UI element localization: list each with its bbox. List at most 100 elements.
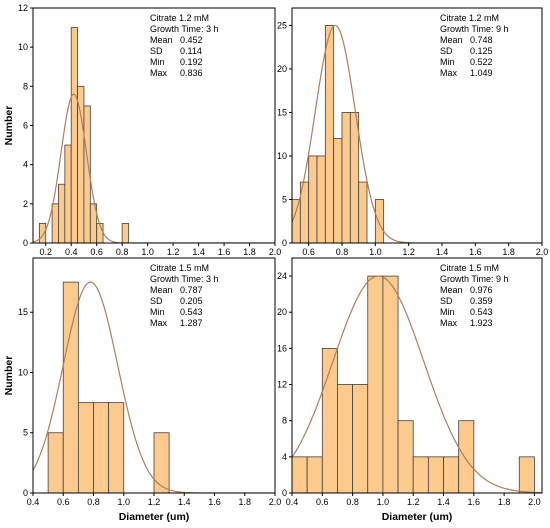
x-tick-label: 1.8 xyxy=(238,497,251,507)
histogram-bar xyxy=(306,456,323,494)
histogram-bar xyxy=(291,199,301,244)
stat-value: 0.125 xyxy=(470,46,493,56)
y-tick-label: 8 xyxy=(23,81,28,91)
stat-label: SD xyxy=(150,296,163,306)
x-tick-label: 1.8 xyxy=(502,247,515,257)
histogram-bar xyxy=(412,456,429,494)
panel-bottom-right: 0.4 0.6 0.8 1.0 1.2 1.4 1.6 1.8 2.0 0 4 8 12 16 20 24 Di… xyxy=(277,257,543,523)
y-tick-label: 0 xyxy=(23,488,28,498)
histogram-bar xyxy=(121,223,129,244)
histogram-bar xyxy=(47,432,64,494)
x-axis-label: Diameter (um) xyxy=(119,511,190,523)
x-tick-label: 1.4 xyxy=(437,497,450,507)
x-tick-label: 0.4 xyxy=(286,497,299,507)
annotation-line: Growth Time: 9 h xyxy=(440,274,509,284)
x-tick-label: 1.2 xyxy=(148,497,161,507)
x-tick-label: 1.2 xyxy=(407,497,420,507)
stat-value: 0.976 xyxy=(470,285,493,295)
annotation-line: Citrate 1.2 mM xyxy=(440,13,499,23)
panel-top-left: 0.2 0.4 0.6 0.8 1.0 1.2 1.4 1.6 1.8 2.0 0 2 4 6 8 10 12 N… xyxy=(3,3,281,257)
axes-frame xyxy=(291,7,543,244)
stat-label: Mean xyxy=(440,285,463,295)
x-tick-label: 0.6 xyxy=(316,497,329,507)
x-tick-label: 1.4 xyxy=(178,497,191,507)
x-tick-label: 0.4 xyxy=(27,497,40,507)
stat-label: SD xyxy=(150,46,163,56)
stat-label: SD xyxy=(440,46,453,56)
histogram-bar xyxy=(397,420,414,494)
x-tick-label: 2.0 xyxy=(528,497,541,507)
stat-label: Max xyxy=(150,68,168,78)
stat-value: 0.114 xyxy=(180,46,202,56)
y-tick-label: 25 xyxy=(277,20,287,30)
x-tick-label: 0.8 xyxy=(116,247,129,257)
stat-label: Min xyxy=(150,57,165,67)
x-tick-label: 1.8 xyxy=(243,247,256,257)
x-tick-label: 1.6 xyxy=(208,497,221,507)
x-tick-label: 1.6 xyxy=(469,247,482,257)
y-tick-label: 20 xyxy=(277,64,287,74)
x-tick-label: 1.2 xyxy=(402,247,415,257)
stat-value: 0.522 xyxy=(470,57,493,67)
y-tick-label: 15 xyxy=(18,307,28,317)
y-tick-label: 8 xyxy=(282,416,287,426)
x-tick-label: 0.4 xyxy=(65,247,78,257)
y-tick-label: 12 xyxy=(277,380,287,390)
histogram-bar xyxy=(38,223,47,244)
x-tick-label: 1.4 xyxy=(192,247,205,257)
histogram-bar xyxy=(62,281,79,494)
x-tick-label: 0.6 xyxy=(302,247,315,257)
histogram-bar xyxy=(64,144,72,244)
x-axis-label: Diameter (um) xyxy=(382,511,453,523)
y-tick-label: 5 xyxy=(282,194,287,204)
x-tick-label: 2.0 xyxy=(536,247,549,257)
axes-frame xyxy=(291,257,543,494)
stat-value: 0.192 xyxy=(180,57,203,67)
gaussian-fit-curve xyxy=(33,93,275,243)
stat-value: 0.748 xyxy=(470,35,493,45)
histogram-bar xyxy=(382,275,399,494)
annotation-line: Growth Time: 3 h xyxy=(150,24,219,34)
histogram-bar xyxy=(427,456,444,494)
x-tick-label: 0.8 xyxy=(87,497,100,507)
annotation-line: Citrate 1.5 mM xyxy=(150,263,209,273)
histogram-bar xyxy=(291,456,308,494)
y-tick-label: 10 xyxy=(277,151,287,161)
histogram-bar xyxy=(77,85,85,244)
histogram-bar xyxy=(308,155,318,244)
stat-label: Max xyxy=(440,68,458,78)
annotation-line: Growth Time: 9 h xyxy=(440,24,509,34)
histogram-bar xyxy=(333,138,343,244)
annotation-line: Citrate 1.5 mM xyxy=(440,263,499,273)
stat-value: 0.452 xyxy=(180,35,203,45)
y-tick-label: 10 xyxy=(18,42,28,52)
y-tick-label: 0 xyxy=(282,488,287,498)
histogram-bar xyxy=(51,203,59,244)
x-tick-label: 1.2 xyxy=(167,247,180,257)
stat-value: 1.049 xyxy=(470,68,493,78)
x-tick-label: 1.0 xyxy=(141,247,154,257)
stat-value: 0.543 xyxy=(470,307,493,317)
x-tick-label: 1.4 xyxy=(436,247,449,257)
x-tick-label: 1.8 xyxy=(498,497,511,507)
stat-label: Mean xyxy=(440,35,463,45)
stat-label: Min xyxy=(440,307,455,317)
histogram-bar xyxy=(458,420,475,494)
x-tick-label: 2.0 xyxy=(269,247,282,257)
y-tick-label: 5 xyxy=(23,428,28,438)
histogram-bar xyxy=(58,183,66,244)
histogram-bar xyxy=(108,402,125,494)
y-axis-label: Number xyxy=(3,106,15,146)
panel-top-right: 0.6 0.8 1.0 1.2 1.4 1.6 1.8 2.0 0 5 10 15 20 25 Citrat… xyxy=(277,7,549,257)
stat-label: Max xyxy=(440,318,458,328)
histogram-bar xyxy=(518,456,535,494)
stat-label: Max xyxy=(150,318,168,328)
y-tick-label: 2 xyxy=(23,199,28,209)
y-tick-label: 15 xyxy=(277,107,287,117)
stat-label: Min xyxy=(440,57,455,67)
histogram-bar xyxy=(374,199,385,244)
x-tick-label: 1.0 xyxy=(117,497,130,507)
y-tick-label: 6 xyxy=(23,121,28,131)
stat-value: 0.543 xyxy=(180,307,203,317)
